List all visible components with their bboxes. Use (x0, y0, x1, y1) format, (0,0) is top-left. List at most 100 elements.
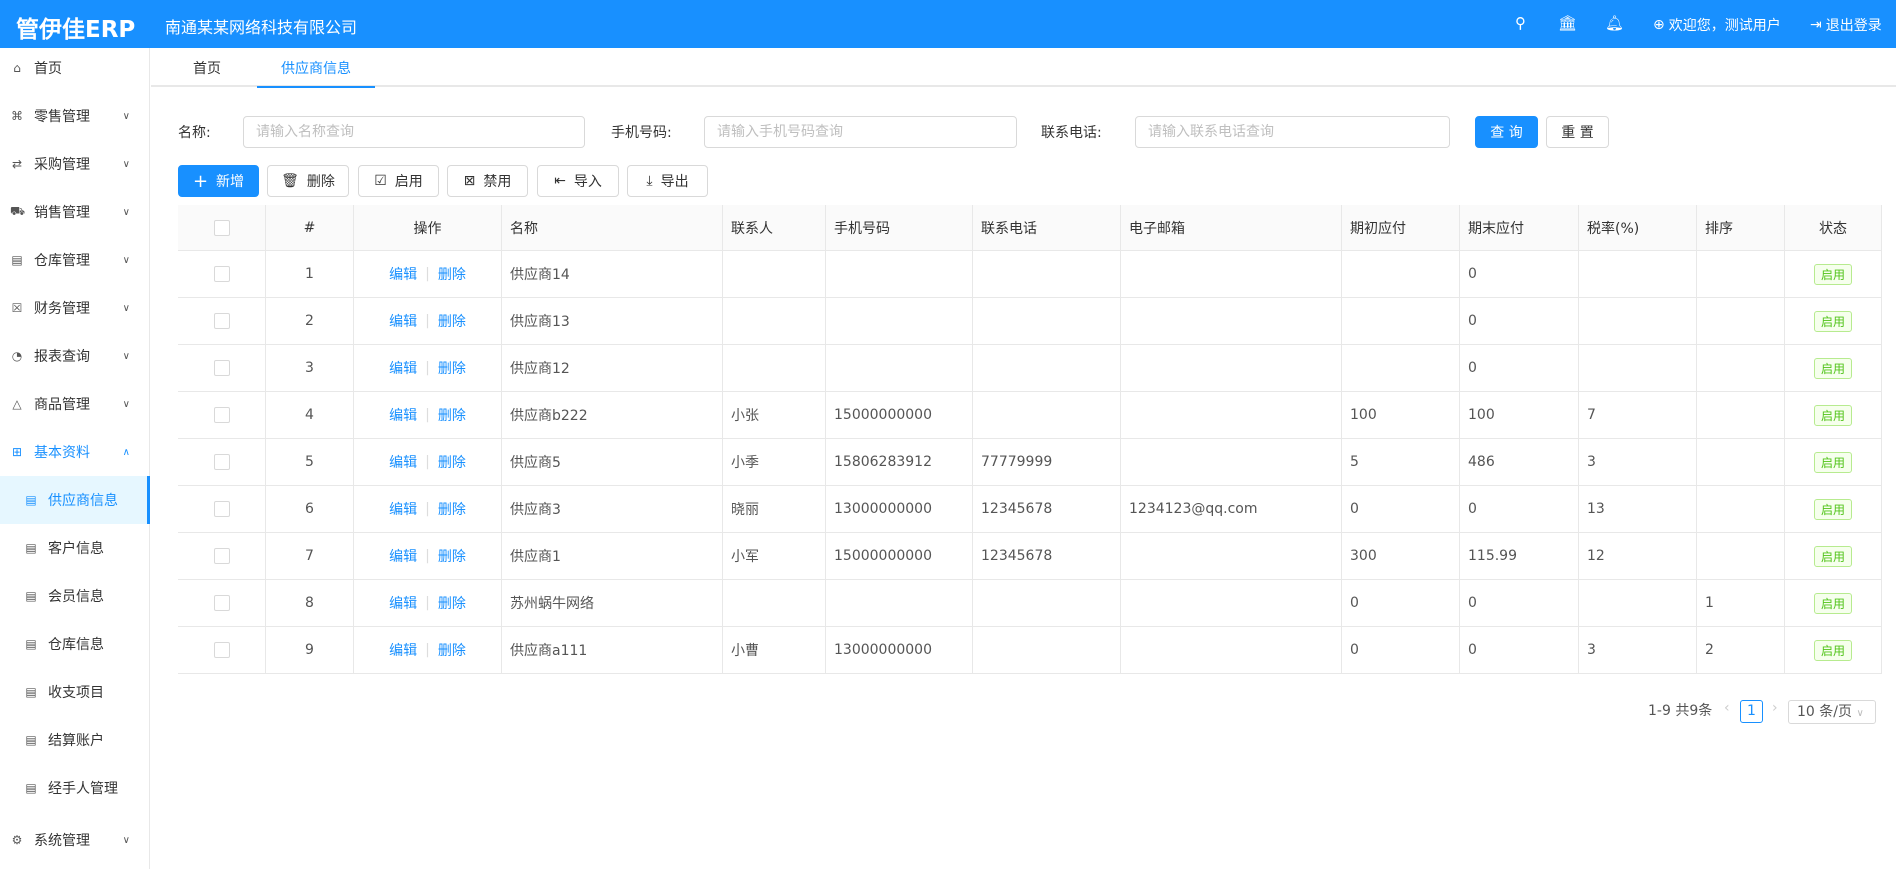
enable-button[interactable]: ☑ 启用 (358, 165, 439, 197)
chevron-down-icon: ∨ (122, 206, 130, 218)
delete-link[interactable]: 删除 (437, 408, 466, 424)
table-cell: 启用 (1785, 580, 1882, 626)
delete-link[interactable]: 删除 (437, 314, 466, 330)
close-square-icon: ⊠ (463, 173, 476, 189)
search-icon[interactable]: ⚲ (1515, 14, 1526, 32)
tel-label: 联系电话: (1041, 125, 1102, 141)
delete-link[interactable]: 删除 (437, 455, 466, 471)
sidebar-item-2[interactable]: ⇄ 采购管理 ∨ (0, 144, 150, 184)
row-checkbox[interactable] (213, 266, 230, 282)
row-checkbox[interactable] (213, 595, 230, 611)
edit-link[interactable]: 编辑 (389, 361, 418, 377)
table-cell: 0 (1460, 580, 1579, 626)
delete-link[interactable]: 删除 (437, 502, 466, 518)
edit-link[interactable]: 编辑 (389, 596, 418, 612)
column-header[interactable] (178, 205, 266, 250)
chevron-down-icon: ∨ (122, 834, 130, 846)
page-1[interactable]: 1 (1740, 700, 1763, 723)
sidebar-item-1[interactable]: ⌘ 零售管理 ∨ (0, 96, 150, 136)
row-checkbox[interactable] (213, 501, 230, 517)
edit-link[interactable]: 编辑 (389, 502, 418, 518)
sidebar-subitem-6[interactable]: ▤ 经手人管理 (0, 768, 150, 808)
status-badge: 启用 (1813, 639, 1852, 661)
row-checkbox[interactable] (213, 454, 230, 470)
delete-link[interactable]: 删除 (437, 596, 466, 612)
row-checkbox[interactable] (213, 548, 230, 564)
delete-button[interactable]: 🗑︎ 删除 (267, 165, 349, 197)
row-checkbox[interactable] (213, 360, 230, 376)
table-cell: 13000000000 (826, 627, 973, 673)
edit-link[interactable]: 编辑 (389, 314, 418, 330)
name-input[interactable] (243, 116, 585, 148)
export-button[interactable]: ⤓ 导出 (627, 165, 708, 197)
add-button[interactable]: + 新增 (178, 165, 259, 197)
delete-link[interactable]: 删除 (437, 643, 466, 659)
edit-link[interactable]: 编辑 (389, 643, 418, 659)
row-checkbox[interactable] (213, 407, 230, 423)
bell-icon[interactable]: 🔔︎ (1605, 14, 1625, 32)
user-menu[interactable]: ⊕ 欢迎您，测试用户 (1653, 15, 1781, 35)
sidebar-subitem-1[interactable]: ▤ 客户信息 (0, 528, 150, 568)
sidebar-item-6[interactable]: ◔ 报表查询 ∨ (0, 336, 150, 376)
sidebar-item-label: 首页 (34, 61, 62, 77)
sidebar-subitem-3[interactable]: ▤ 仓库信息 (0, 624, 150, 664)
table-cell: 9 (266, 627, 354, 673)
welcome-text: 欢迎您，测试用户 (1668, 18, 1781, 34)
sidebar-item-8[interactable]: ⊞ 基本资料 ∧ (0, 432, 150, 472)
table-cell: 小季 (723, 439, 826, 485)
tab-supplier-info[interactable]: 供应商信息 (257, 58, 375, 88)
sidebar-item-3[interactable]: ⛟ 销售管理 ∨ (0, 192, 150, 232)
table-cell: 3 (1579, 627, 1697, 673)
table-cell: 供应商13 (502, 298, 723, 344)
sidebar-item-system[interactable]: ⚙ 系统管理 ∨ (0, 820, 150, 860)
row-checkbox[interactable] (213, 642, 230, 658)
sidebar-subitem-5[interactable]: ▤ 结算账户 (0, 720, 150, 760)
edit-link[interactable]: 编辑 (389, 267, 418, 283)
sidebar-item-0[interactable]: ⌂ 首页 (0, 48, 150, 88)
delete-link[interactable]: 删除 (437, 267, 466, 283)
edit-link[interactable]: 编辑 (389, 408, 418, 424)
disable-button[interactable]: ⊠ 禁用 (447, 165, 528, 197)
logo[interactable]: 管伊佳ERP (16, 17, 136, 43)
tab-home[interactable]: 首页 (193, 61, 221, 77)
delete-link[interactable]: 删除 (437, 549, 466, 565)
import-button[interactable]: ⇤ 导入 (537, 165, 619, 197)
prev-page-icon[interactable]: ‹ (1724, 700, 1730, 716)
select-all-checkbox[interactable] (213, 219, 230, 236)
sidebar-subitem-2[interactable]: ▤ 会员信息 (0, 576, 150, 616)
table-cell (973, 580, 1121, 626)
sidebar-item-5[interactable]: ☒ 财务管理 ∨ (0, 288, 150, 328)
sidebar-item-label: 零售管理 (34, 109, 90, 125)
table-cell (1697, 345, 1785, 391)
logout-button[interactable]: ⇥ 退出登录 (1810, 15, 1882, 35)
sidebar-item-7[interactable]: △ 商品管理 ∨ (0, 384, 150, 424)
name-label: 名称: (178, 125, 211, 141)
table-cell: 15000000000 (826, 533, 973, 579)
sidebar-subitem-4[interactable]: ▤ 收支项目 (0, 672, 150, 712)
row-checkbox[interactable] (213, 313, 230, 329)
sidebar: ⌂ 首页 ⌘ 零售管理 ∨ ⇄ 采购管理 ∨ ⛟ 销售管理 ∨ ▤ 仓库管理 ∨ ☒ 财务管理 ∨ ◔ 报表查询 ∨ △… (0, 48, 150, 869)
table-cell (178, 533, 266, 579)
edit-link[interactable]: 编辑 (389, 455, 418, 471)
search-button[interactable]: 查 询 (1475, 116, 1538, 148)
table-cell: 3 (266, 345, 354, 391)
delete-link[interactable]: 删除 (437, 361, 466, 377)
chevron-down-icon: ∨ (122, 254, 130, 266)
table-cell: 486 (1460, 439, 1579, 485)
phone-input[interactable] (704, 116, 1017, 148)
next-page-icon[interactable]: › (1772, 700, 1778, 716)
table-cell: 15000000000 (826, 392, 973, 438)
divider: | (425, 595, 430, 611)
bank-icon[interactable]: 🏛︎ (1558, 14, 1578, 32)
page-size-select[interactable]: 10 条/页 ∨ (1788, 700, 1876, 724)
edit-link[interactable]: 编辑 (389, 549, 418, 565)
table-cell (826, 580, 973, 626)
reset-button[interactable]: 重 置 (1546, 116, 1609, 148)
list-icon: ▤ (25, 637, 37, 651)
tel-input[interactable] (1135, 116, 1450, 148)
sidebar-subitem-0[interactable]: ▤ 供应商信息 (0, 476, 150, 524)
sidebar-item-4[interactable]: ▤ 仓库管理 ∨ (0, 240, 150, 280)
column-header: 联系人 (723, 205, 826, 250)
list-icon: ▤ (25, 781, 37, 795)
table-cell: 启用 (1785, 392, 1882, 438)
